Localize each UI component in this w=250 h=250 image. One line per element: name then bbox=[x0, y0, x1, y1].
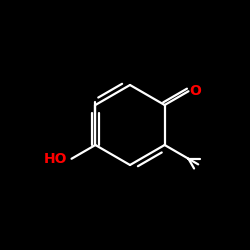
Text: HO: HO bbox=[44, 152, 67, 166]
Text: O: O bbox=[189, 84, 201, 98]
